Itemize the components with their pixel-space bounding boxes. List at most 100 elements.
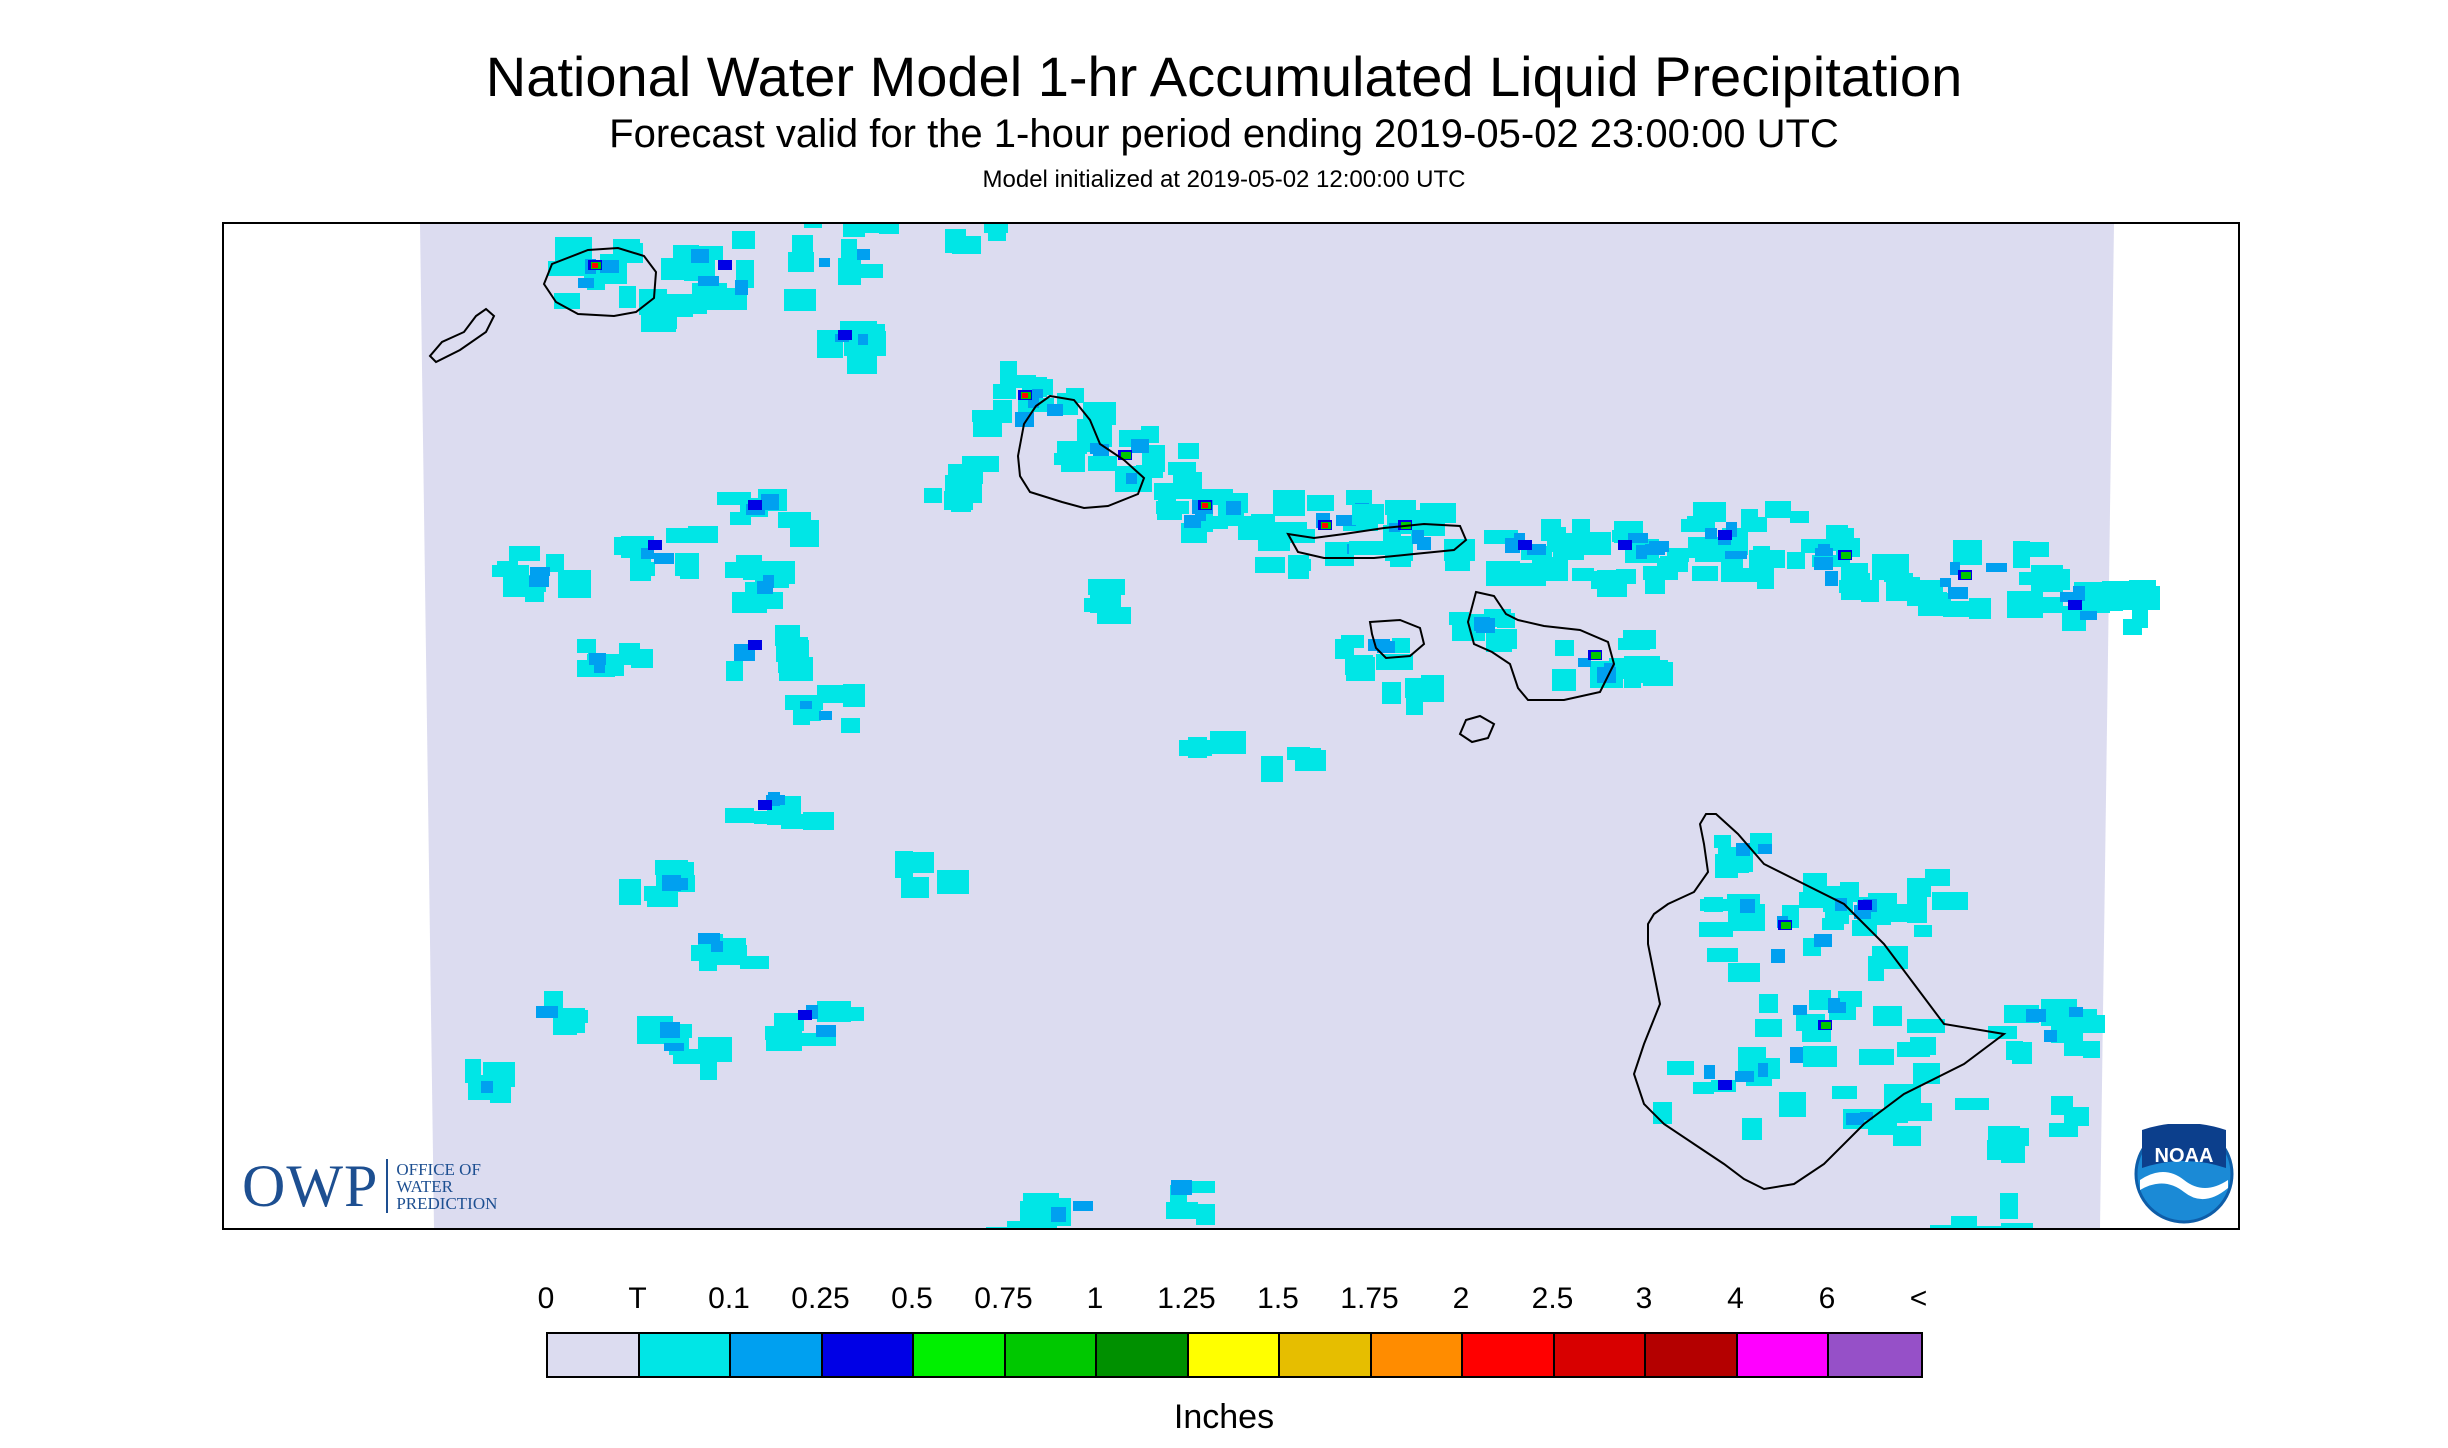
- legend-swatch: [1097, 1334, 1189, 1376]
- precip-cell: [763, 575, 774, 588]
- precip-cell: [592, 263, 598, 268]
- precip-cell: [1417, 537, 1431, 550]
- precip-cell: [2030, 597, 2063, 613]
- precip-cell: [1950, 562, 1960, 575]
- precip-cell: [1195, 509, 1206, 521]
- precip-cell: [1597, 570, 1627, 597]
- precip-cell: [1822, 918, 1844, 930]
- precip-cell: [1765, 501, 1791, 518]
- precip-cell: [1915, 580, 1943, 601]
- precipitation-cells: [465, 224, 2160, 1228]
- precip-cell: [1815, 548, 1833, 556]
- owp-logo-mark: OWP: [242, 1153, 379, 1219]
- precip-cell: [1826, 525, 1848, 551]
- precip-cell: [1028, 397, 1039, 408]
- precip-cell: [1126, 473, 1137, 484]
- precip-cell: [1707, 948, 1738, 962]
- precip-cell: [816, 1025, 836, 1037]
- precip-cell: [988, 226, 1006, 241]
- precip-cell: [1307, 495, 1334, 511]
- precip-cell: [1799, 892, 1826, 908]
- precip-cell: [778, 512, 809, 528]
- precip-cell: [948, 464, 983, 484]
- precip-cell: [1913, 1063, 1940, 1084]
- precip-cell: [664, 1043, 684, 1051]
- precip-cell: [1604, 663, 1615, 673]
- precip-cell: [1982, 1226, 2005, 1228]
- legend-label: 0.1: [708, 1282, 750, 1315]
- precip-cell: [1618, 540, 1632, 550]
- precip-cell: [631, 649, 653, 668]
- precip-cell: [2123, 619, 2142, 635]
- legend-swatch: [1371, 1334, 1463, 1376]
- precip-cell: [644, 302, 677, 329]
- owp-logo-line-2: WATER: [396, 1176, 454, 1196]
- precip-cell: [2083, 1041, 2100, 1058]
- precip-cell: [1273, 490, 1305, 516]
- precip-cell: [1721, 568, 1757, 582]
- precip-cell: [1932, 892, 1968, 910]
- precip-cell: [766, 795, 785, 805]
- precip-cell: [2049, 1123, 2078, 1137]
- precip-cell: [1704, 1065, 1715, 1079]
- precip-cell: [2069, 1007, 2083, 1017]
- precip-cell: [740, 956, 769, 969]
- legend-swatch: [1737, 1334, 1829, 1376]
- precip-cell: [1341, 635, 1364, 648]
- precip-cell: [817, 685, 849, 703]
- precip-cell: [1859, 1049, 1894, 1065]
- legend-label: 0.75: [974, 1282, 1033, 1315]
- precip-cell: [732, 592, 767, 613]
- precip-cell: [2060, 592, 2080, 602]
- legend-swatch: [1280, 1334, 1372, 1376]
- precip-cell: [546, 554, 564, 572]
- precip-cell: [544, 991, 563, 1010]
- precip-cell: [644, 886, 661, 901]
- precip-cell: [1421, 675, 1444, 702]
- noaa-logo-text: NOAA: [2155, 1145, 2214, 1167]
- precip-cell: [804, 224, 822, 228]
- model-init-text: Model initialized at 2019-05-02 12:00:00…: [982, 166, 1466, 193]
- precip-cell: [660, 1022, 680, 1038]
- precip-cell: [1953, 540, 1982, 565]
- precip-cell: [2051, 1096, 2073, 1115]
- precip-cell: [1645, 570, 1665, 594]
- owp-logo: OWP OFFICE OF WATER PREDICTION: [242, 1156, 497, 1216]
- coastlines: [428, 246, 2007, 1191]
- precip-cell: [2123, 586, 2160, 610]
- precip-cell: [1023, 1193, 1059, 1213]
- precip-cell: [698, 1037, 732, 1062]
- precip-cell: [1758, 844, 1772, 854]
- precip-cell: [577, 639, 596, 653]
- precip-cell: [1636, 545, 1647, 559]
- precip-cell: [1171, 1180, 1192, 1195]
- precip-cell: [1793, 1005, 1807, 1015]
- precip-cell: [784, 289, 816, 311]
- model-domain: [420, 224, 2114, 1228]
- precip-cell: [1749, 550, 1785, 568]
- legend-label: <: [1909, 1282, 1928, 1315]
- precip-cell: [691, 296, 707, 314]
- precip-cell: [600, 260, 619, 273]
- precip-cell: [1188, 737, 1207, 758]
- precip-cell: [1581, 532, 1611, 555]
- precip-cell: [1445, 551, 1470, 571]
- precip-cell: [1346, 657, 1375, 681]
- precip-cell: [2026, 1009, 2046, 1022]
- precip-cell: [1255, 557, 1285, 573]
- precip-cell: [841, 239, 857, 263]
- legend-labels: 0 T 0.1 0.25 0.5 0.75 1 1.25 1.5 1.75 2 2.5 3 4 6 <: [0, 1282, 2448, 1322]
- precip-cell: [698, 276, 719, 286]
- coastline-kahoolawe: [1458, 714, 1496, 744]
- precip-cell: [2019, 572, 2043, 585]
- coastline-kauai: [542, 246, 658, 318]
- legend-swatch: [1829, 1334, 1921, 1376]
- precip-cell: [725, 808, 754, 823]
- precip-cell: [666, 528, 692, 543]
- precip-cell: [1755, 1019, 1782, 1037]
- precip-cell: [1572, 568, 1594, 581]
- legend-label: 0.5: [891, 1282, 933, 1315]
- owp-logo-line-1: OFFICE OF: [396, 1159, 481, 1179]
- precip-cell: [509, 546, 540, 561]
- precip-cell: [1054, 453, 1080, 465]
